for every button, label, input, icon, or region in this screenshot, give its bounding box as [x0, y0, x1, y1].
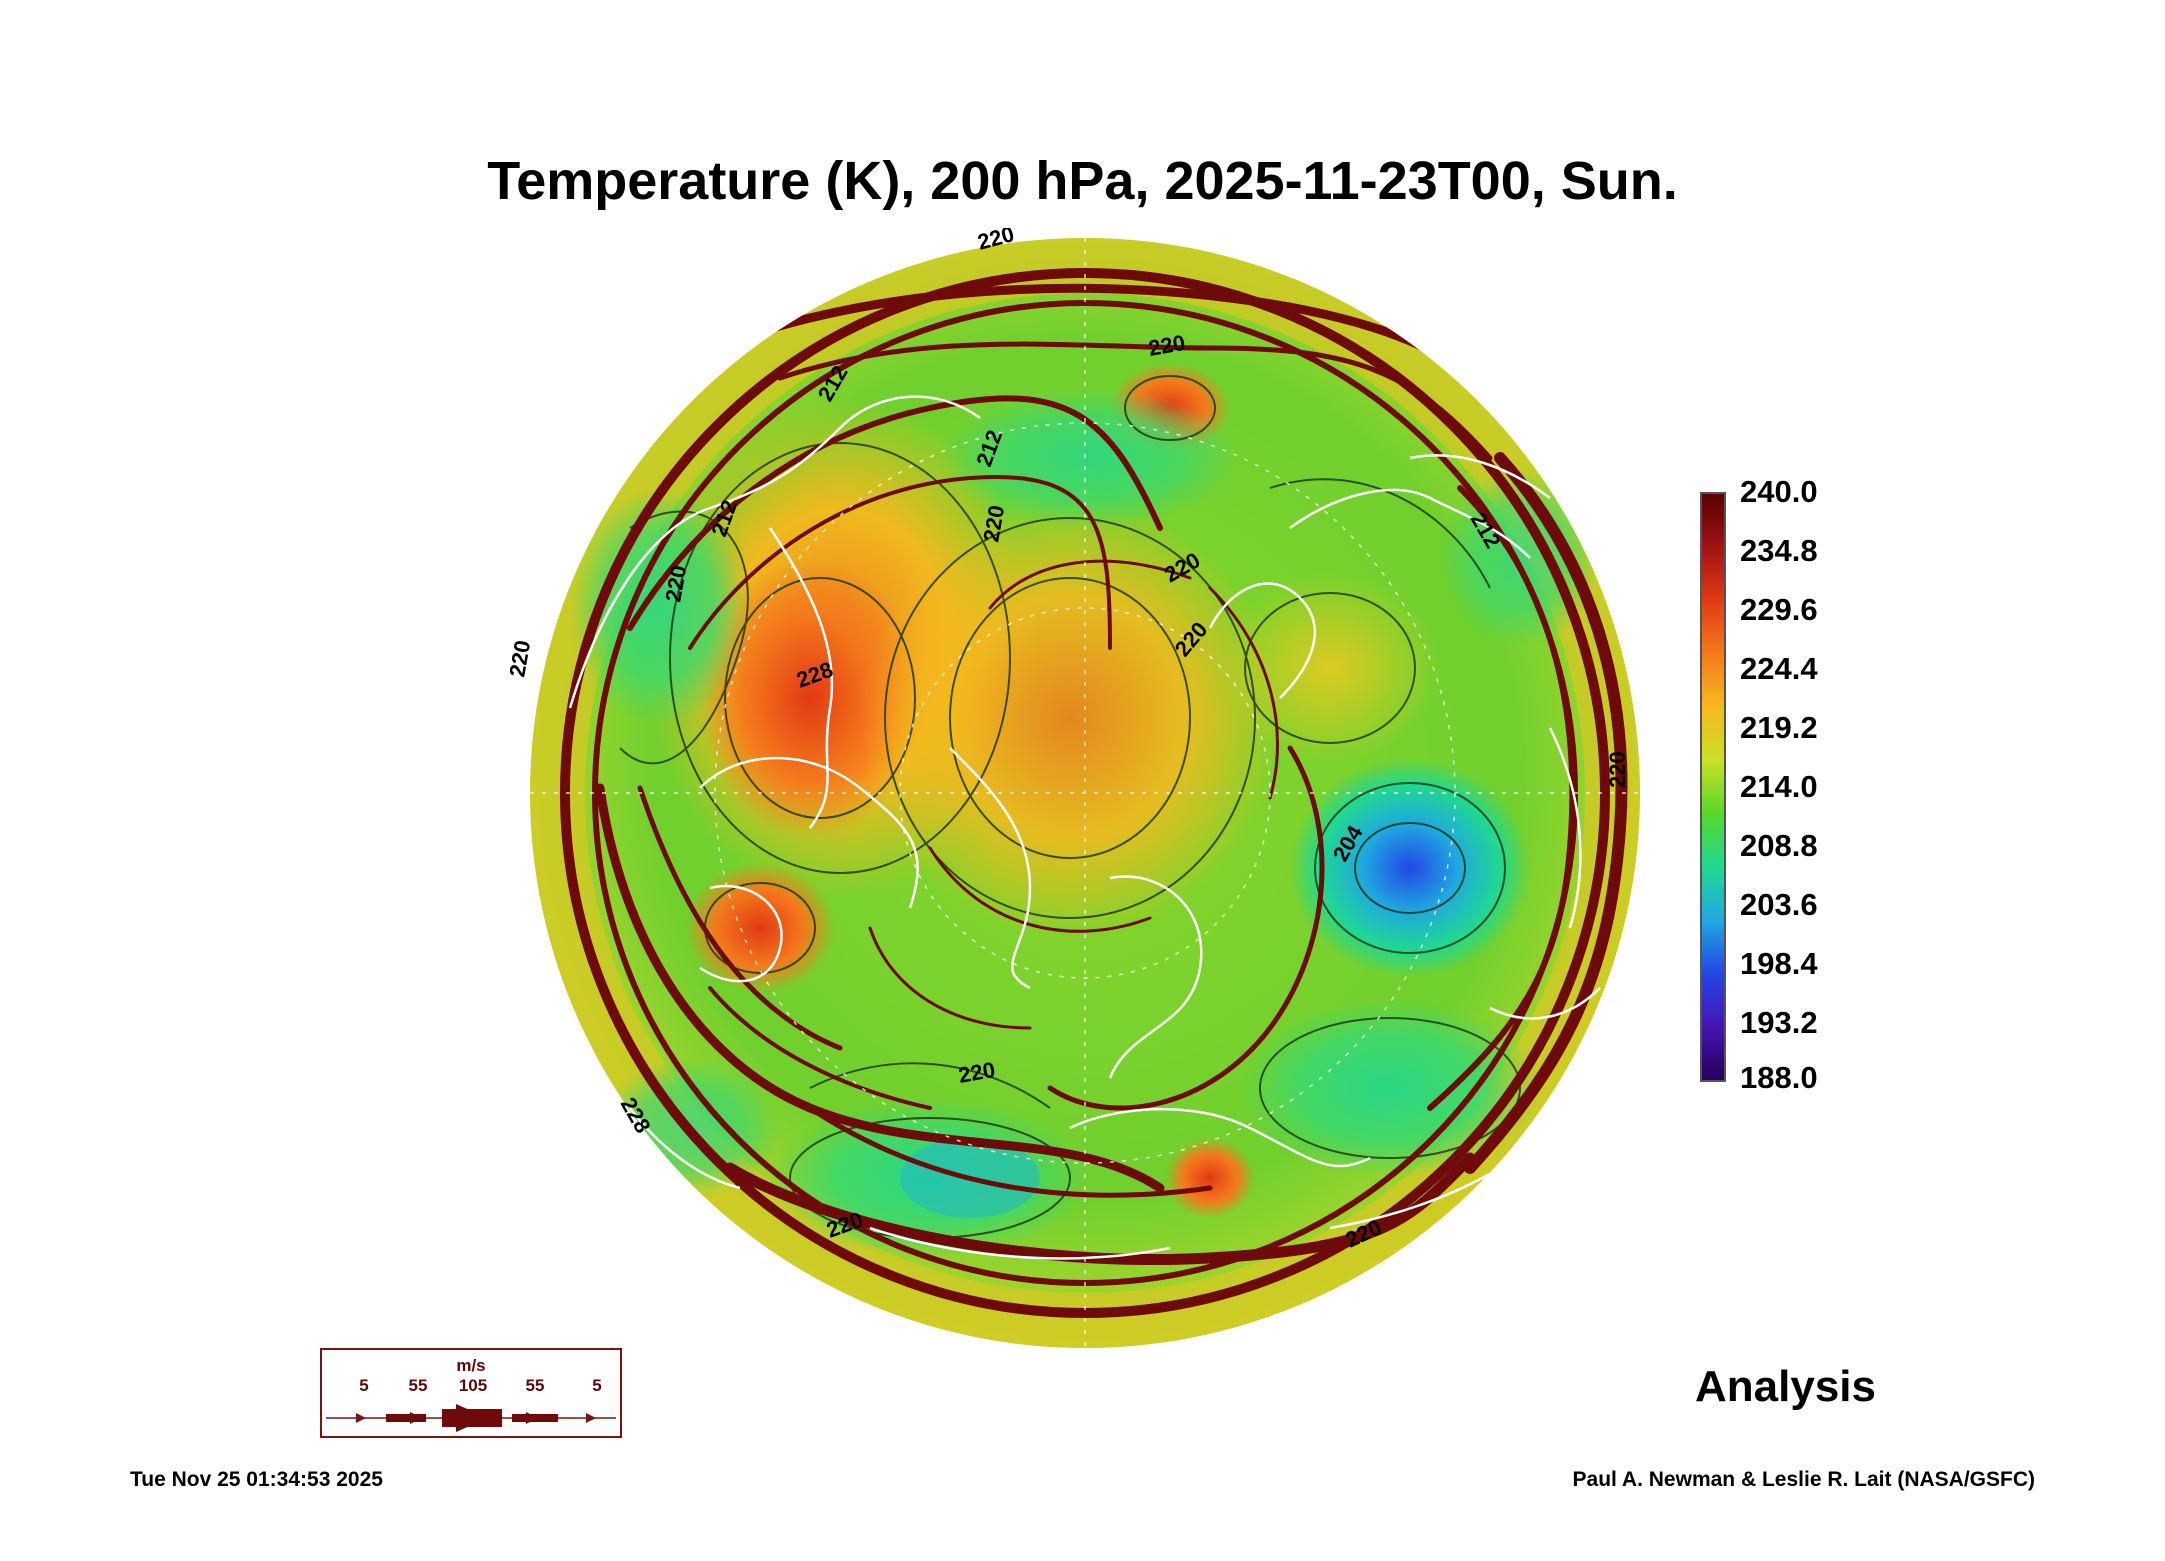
chart-title: Temperature (K), 200 hPa, 2025-11-23T00,…: [487, 151, 1678, 211]
wind-legend-value: 55: [525, 1376, 545, 1395]
colorbar-tick-label: 240.0: [1740, 474, 1818, 509]
analysis-label: Analysis: [1695, 1362, 1876, 1411]
contour-label: 220: [510, 638, 535, 679]
wind-legend-unit: m/s: [456, 1356, 486, 1375]
colorbar-tick-label: 208.8: [1740, 828, 1818, 863]
colorbar-tick-label: 229.6: [1740, 592, 1818, 627]
temperature-contours: [619, 375, 1521, 1239]
wind-legend-value: 105: [458, 1376, 488, 1395]
wind-legend-value: 5: [592, 1376, 602, 1395]
wind-legend-value: 5: [359, 1376, 369, 1395]
wind-legend-arrow: [326, 1404, 616, 1432]
colorbar-tick-label: 203.6: [1740, 887, 1818, 922]
colorbar-tick-label: 224.4: [1740, 651, 1818, 686]
hot-region-europe: [700, 558, 920, 838]
colorbar-tick-label: 198.4: [1740, 946, 1818, 981]
polar-map: 220 220 212 212 212 220 220 228 220 220 …: [510, 228, 1640, 1348]
cold-region-pacific: [1290, 758, 1530, 978]
footer-credit: Paul A. Newman & Leslie R. Lait (NASA/GS…: [1572, 1468, 2035, 1491]
wind-speed-legend: m/s 5 55 105 55 5: [320, 1348, 622, 1438]
colorbar-tick-label: 214.0: [1740, 769, 1818, 804]
graticule: [530, 238, 1640, 1348]
colorbar-tick-label: 219.2: [1740, 710, 1818, 745]
colorbar-tick-label: 188.0: [1740, 1060, 1818, 1095]
colorbar-tick-label: 234.8: [1740, 533, 1818, 568]
color-bar: [1700, 492, 1726, 1082]
footer-timestamp: Tue Nov 25 01:34:53 2025: [130, 1468, 383, 1491]
wind-legend-value: 55: [408, 1376, 428, 1395]
cool-region-pacific-south: [1240, 998, 1540, 1178]
hot-region-south: [1165, 1138, 1255, 1218]
colorbar-tick-label: 193.2: [1740, 1005, 1818, 1040]
contour-label: 220: [1605, 751, 1630, 788]
cool-region-north: [940, 388, 1240, 528]
warm-region-pole: [860, 498, 1280, 938]
coastlines: [568, 395, 1601, 1260]
